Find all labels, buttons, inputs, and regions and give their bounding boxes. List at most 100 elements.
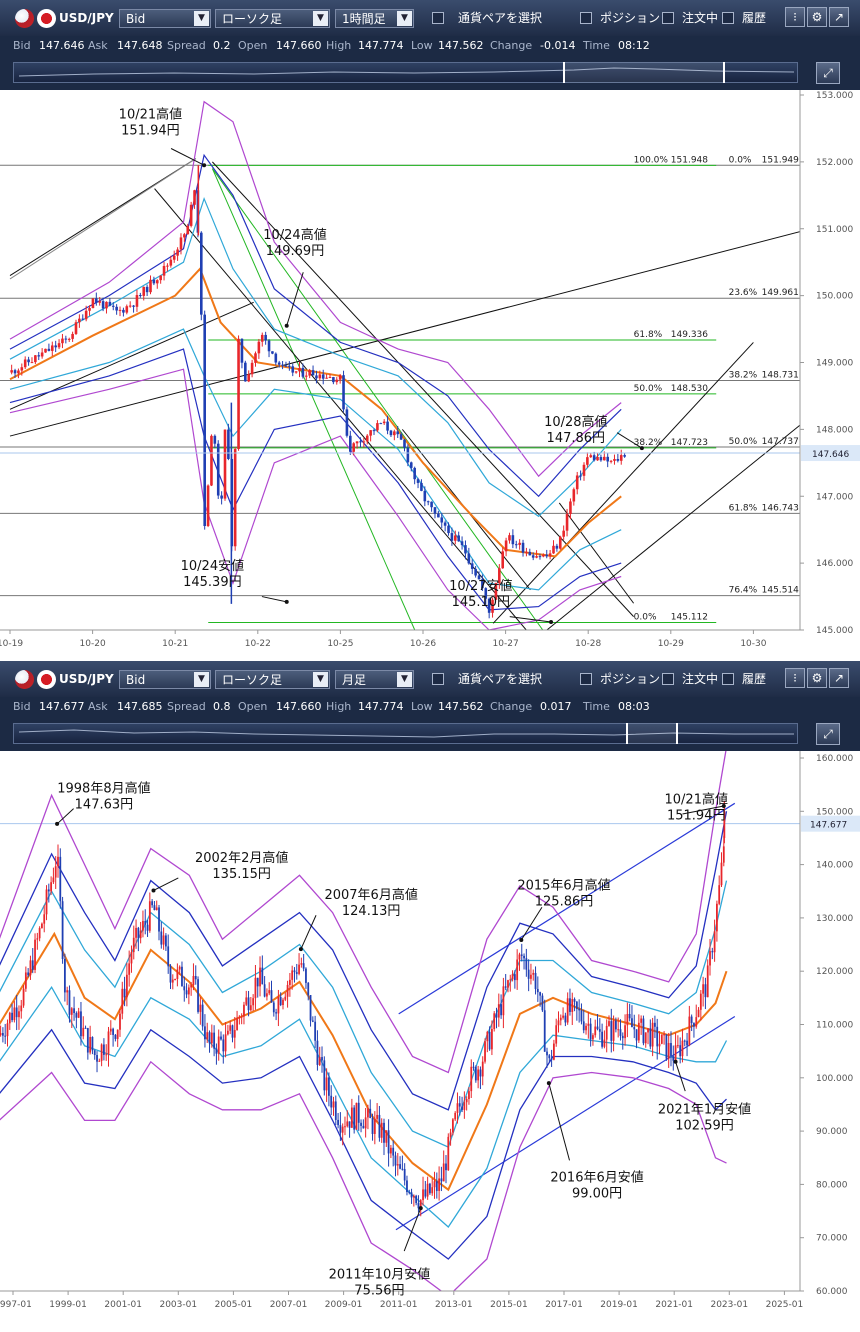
high-label: High: [326, 39, 352, 52]
candle-body: [84, 1027, 87, 1029]
timeframe-select[interactable]: 月足 ▼: [335, 670, 414, 689]
candle-body: [578, 1008, 581, 1011]
chart-type-value: ローソク足: [222, 673, 283, 687]
candle-body: [91, 1037, 94, 1051]
navigator-track[interactable]: [13, 62, 798, 83]
candle-body: [57, 343, 61, 348]
candle-body: [723, 811, 726, 838]
candle-body: [610, 1021, 613, 1041]
candle-body: [387, 1130, 390, 1154]
candle-body: [332, 1101, 335, 1108]
expand-icon[interactable]: ↗: [829, 7, 849, 27]
annotation-arrow-head: [55, 821, 60, 826]
candle-body: [101, 301, 105, 309]
currency-pair-label[interactable]: USD/JPY: [59, 11, 114, 25]
bid-value: 147.677: [39, 700, 85, 713]
orders-checkbox[interactable]: [662, 673, 674, 685]
pair-select-label[interactable]: 通貨ペアを選択: [458, 11, 543, 25]
price-type-select[interactable]: Bid ▼: [119, 670, 211, 689]
candle-body: [128, 963, 131, 975]
x-tick-label: 2021-01: [655, 1300, 693, 1310]
candle-body: [367, 1108, 369, 1118]
zoom-icon[interactable]: ⤢: [816, 723, 840, 745]
candle-body: [197, 979, 199, 1012]
chart-type-select[interactable]: ローソク足 ▼: [215, 9, 330, 28]
price-type-select[interactable]: Bid ▼: [119, 9, 211, 28]
timeframe-select[interactable]: 1時間足 ▼: [335, 9, 414, 28]
bollinger-lower-band3: [9, 368, 622, 630]
annotation-arrow-head: [284, 323, 289, 328]
candle-body: [203, 314, 206, 527]
annotation-label: 10/21高値: [119, 106, 182, 122]
ask-label: Ask: [88, 39, 108, 52]
candle-body: [116, 1029, 119, 1039]
indicator-menu-icon[interactable]: ⁝: [785, 668, 805, 688]
y-tick-label: 70.000: [816, 1234, 848, 1244]
candle-body: [264, 334, 267, 341]
candle-body: [223, 429, 227, 499]
candle-body: [328, 1077, 330, 1096]
fib-value-label: 151.949: [762, 155, 799, 165]
candle-body: [507, 980, 509, 988]
candle-body: [132, 937, 135, 953]
history-checkbox[interactable]: [722, 12, 734, 24]
navigator-track[interactable]: [13, 723, 798, 744]
price-type-value: Bid: [126, 12, 146, 26]
candle-body: [609, 460, 613, 462]
trend-line: [212, 161, 634, 617]
candle-body: [562, 530, 565, 537]
position-checkbox[interactable]: [580, 12, 592, 24]
high-label: High: [326, 700, 352, 713]
candle-body: [484, 588, 488, 599]
pair-select-checkbox[interactable]: [432, 673, 444, 685]
candle-body: [443, 522, 447, 526]
candle-body: [635, 1029, 638, 1041]
gear-icon[interactable]: ⚙: [807, 668, 827, 688]
candle-body: [461, 1106, 463, 1110]
candle-body: [528, 551, 532, 556]
candle-body: [193, 190, 196, 205]
candle-body: [75, 1012, 78, 1018]
candle-body: [665, 1034, 668, 1059]
history-checkbox[interactable]: [722, 673, 734, 685]
position-checkbox[interactable]: [580, 673, 592, 685]
candle-body: [481, 579, 484, 589]
annotation-arrow-head: [519, 937, 524, 942]
candle-body: [688, 1016, 691, 1046]
candle-body: [392, 1147, 395, 1156]
x-tick-label: 10-27: [493, 639, 519, 649]
gear-icon[interactable]: ⚙: [807, 7, 827, 27]
us-flag-icon: [15, 9, 34, 28]
candle-body: [359, 441, 362, 443]
candle-body: [353, 1107, 356, 1130]
candle-body: [13, 370, 17, 374]
chart-type-select[interactable]: ローソク足 ▼: [215, 670, 330, 689]
zoom-icon[interactable]: ⤢: [816, 62, 840, 84]
candle-body: [44, 348, 47, 353]
orders-checkbox[interactable]: [662, 12, 674, 24]
pair-select-checkbox[interactable]: [432, 12, 444, 24]
pair-select-label[interactable]: 通貨ペアを選択: [458, 672, 543, 686]
y-tick-label: 80.000: [816, 1180, 848, 1190]
candle-body: [57, 856, 59, 867]
candle-body: [59, 856, 62, 902]
candle-body: [401, 1168, 404, 1170]
candle-body: [470, 563, 474, 569]
currency-pair-label[interactable]: USD/JPY: [59, 672, 114, 686]
trend-line: [9, 231, 800, 437]
navigator-window-handle[interactable]: [626, 723, 678, 744]
candle-body: [252, 998, 255, 1006]
navigator-window-handle[interactable]: [563, 62, 725, 83]
annotation-label: 2016年6月安値: [550, 1170, 643, 1186]
candle-body: [64, 338, 68, 340]
chevron-down-icon: ▼: [194, 672, 209, 687]
candle-body: [548, 553, 552, 557]
indicator-menu-icon[interactable]: ⁝: [785, 7, 805, 27]
expand-icon[interactable]: ↗: [829, 668, 849, 688]
candle-body: [43, 914, 46, 924]
trend-line: [546, 424, 800, 630]
candle-body: [328, 377, 332, 379]
candle-body: [249, 1005, 252, 1011]
annotation-arrow: [509, 616, 552, 623]
candle-body: [360, 1122, 362, 1126]
